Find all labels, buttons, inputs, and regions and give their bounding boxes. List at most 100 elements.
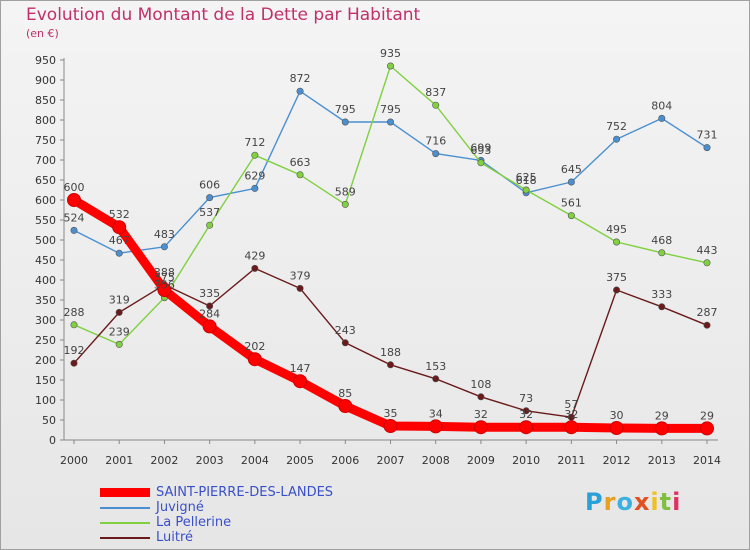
data-label-la-pellerine: 443 (697, 244, 718, 257)
data-label-la-pellerine: 589 (335, 185, 356, 198)
data-label-la-pellerine: 625 (516, 171, 537, 184)
data-point-la-pellerine (613, 238, 621, 246)
data-label-luitre: 153 (425, 360, 446, 373)
data-label-saint-pierre-des-landes: 35 (384, 407, 398, 420)
data-point-la-pellerine (432, 101, 440, 109)
data-point-la-pellerine (477, 159, 485, 167)
data-point-saint-pierre-des-landes (112, 220, 127, 235)
x-tick-label: 2009 (467, 454, 495, 467)
data-point-juvigne (251, 184, 259, 192)
data-point-la-pellerine (251, 151, 259, 159)
x-tick-label: 2013 (648, 454, 676, 467)
legend-label: Luitré (156, 530, 194, 545)
y-tick-label: 50 (42, 414, 56, 427)
data-label-saint-pierre-des-landes: 600 (64, 181, 85, 194)
data-label-juvigne: 629 (244, 169, 265, 182)
data-point-saint-pierre-des-landes (293, 374, 308, 389)
data-label-la-pellerine: 495 (606, 223, 627, 236)
data-point-la-pellerine (567, 212, 575, 220)
x-tick-label: 2001 (105, 454, 133, 467)
data-label-juvigne: 467 (109, 234, 130, 247)
data-label-saint-pierre-des-landes: 375 (154, 271, 175, 284)
data-point-la-pellerine (703, 259, 711, 267)
data-label-luitre: 333 (651, 288, 672, 301)
data-point-la-pellerine (658, 249, 666, 257)
data-point-saint-pierre-des-landes (383, 419, 398, 433)
data-label-la-pellerine: 693 (470, 144, 491, 157)
legend-item-saint-pierre-des-landes: SAINT-PIERRE-DES-LANDES (100, 485, 333, 500)
x-tick-label: 2003 (196, 454, 224, 467)
data-point-saint-pierre-des-landes (473, 420, 488, 435)
data-point-luitre (115, 308, 123, 316)
logo-letter: x (633, 488, 651, 516)
data-label-luitre: 287 (697, 306, 718, 319)
data-label-saint-pierre-des-landes: 32 (564, 408, 578, 421)
data-point-luitre (477, 393, 485, 401)
y-tick-label: 500 (35, 234, 56, 247)
data-point-juvigne (115, 249, 123, 257)
data-point-luitre (703, 321, 711, 329)
data-label-juvigne: 699 (470, 141, 491, 154)
data-point-saint-pierre-des-landes (202, 319, 217, 334)
data-label-luitre: 57 (564, 398, 578, 411)
data-point-juvigne (206, 194, 214, 202)
data-point-juvigne (703, 144, 711, 152)
logo-letter: P (585, 488, 604, 516)
data-label-la-pellerine: 356 (154, 279, 175, 292)
data-label-luitre: 375 (606, 271, 627, 284)
x-tick-label: 2008 (422, 454, 450, 467)
data-label-saint-pierre-des-landes: 34 (429, 407, 443, 420)
data-point-juvigne (658, 114, 666, 122)
chart-title: Evolution du Montant de la Dette par Hab… (26, 5, 421, 25)
data-label-saint-pierre-des-landes: 29 (655, 409, 669, 422)
logo-letter: o (616, 488, 634, 516)
legend-swatch (100, 506, 150, 509)
legend-swatch (100, 521, 150, 524)
data-label-juvigne: 795 (380, 103, 401, 116)
data-point-saint-pierre-des-landes (654, 421, 669, 436)
y-tick-label: 250 (35, 334, 56, 347)
data-label-saint-pierre-des-landes: 85 (338, 387, 352, 400)
y-tick-label: 450 (35, 254, 56, 267)
data-label-luitre: 108 (470, 378, 491, 391)
data-point-la-pellerine (206, 221, 214, 229)
y-tick-label: 200 (35, 354, 56, 367)
x-tick-label: 2011 (557, 454, 585, 467)
data-label-la-pellerine: 537 (199, 206, 220, 219)
data-label-la-pellerine: 935 (380, 47, 401, 60)
data-label-la-pellerine: 663 (290, 156, 311, 169)
data-point-saint-pierre-des-landes (519, 420, 534, 435)
legend-swatch (100, 536, 150, 539)
data-label-saint-pierre-des-landes: 532 (109, 208, 130, 221)
y-tick-label: 800 (35, 114, 56, 127)
data-point-saint-pierre-des-landes (609, 421, 624, 435)
data-label-luitre: 73 (519, 392, 533, 405)
data-point-la-pellerine (296, 171, 304, 179)
y-axis-ticks: 0 50 100 150 200 250 300 350 400 450 500 550 600 650 7… (35, 54, 64, 447)
data-point-la-pellerine (386, 62, 394, 70)
data-label-la-pellerine: 288 (64, 306, 85, 319)
data-label-juvigne: 618 (516, 174, 537, 187)
data-label-saint-pierre-des-landes: 30 (610, 409, 624, 422)
legend-swatch (100, 488, 150, 497)
data-label-la-pellerine: 561 (561, 197, 582, 210)
data-point-la-pellerine (115, 340, 123, 348)
data-point-juvigne (386, 118, 394, 126)
data-label-juvigne: 645 (561, 163, 582, 176)
data-label-luitre: 243 (335, 324, 356, 337)
data-label-la-pellerine: 468 (651, 234, 672, 247)
data-point-luitre (206, 302, 214, 310)
data-label-luitre: 379 (290, 269, 311, 282)
proxiti-logo: Proxiti (585, 488, 681, 516)
data-point-juvigne (296, 87, 304, 95)
data-point-luitre (432, 375, 440, 383)
data-point-saint-pierre-des-landes (247, 352, 262, 367)
data-point-luitre (613, 286, 621, 294)
legend-label: Juvigné (156, 500, 204, 515)
data-point-juvigne (160, 243, 168, 251)
legend-label: SAINT-PIERRE-DES-LANDES (156, 485, 334, 500)
y-tick-label: 300 (35, 314, 56, 327)
logo-letter: i (672, 488, 682, 516)
y-tick-label: 400 (35, 274, 56, 287)
